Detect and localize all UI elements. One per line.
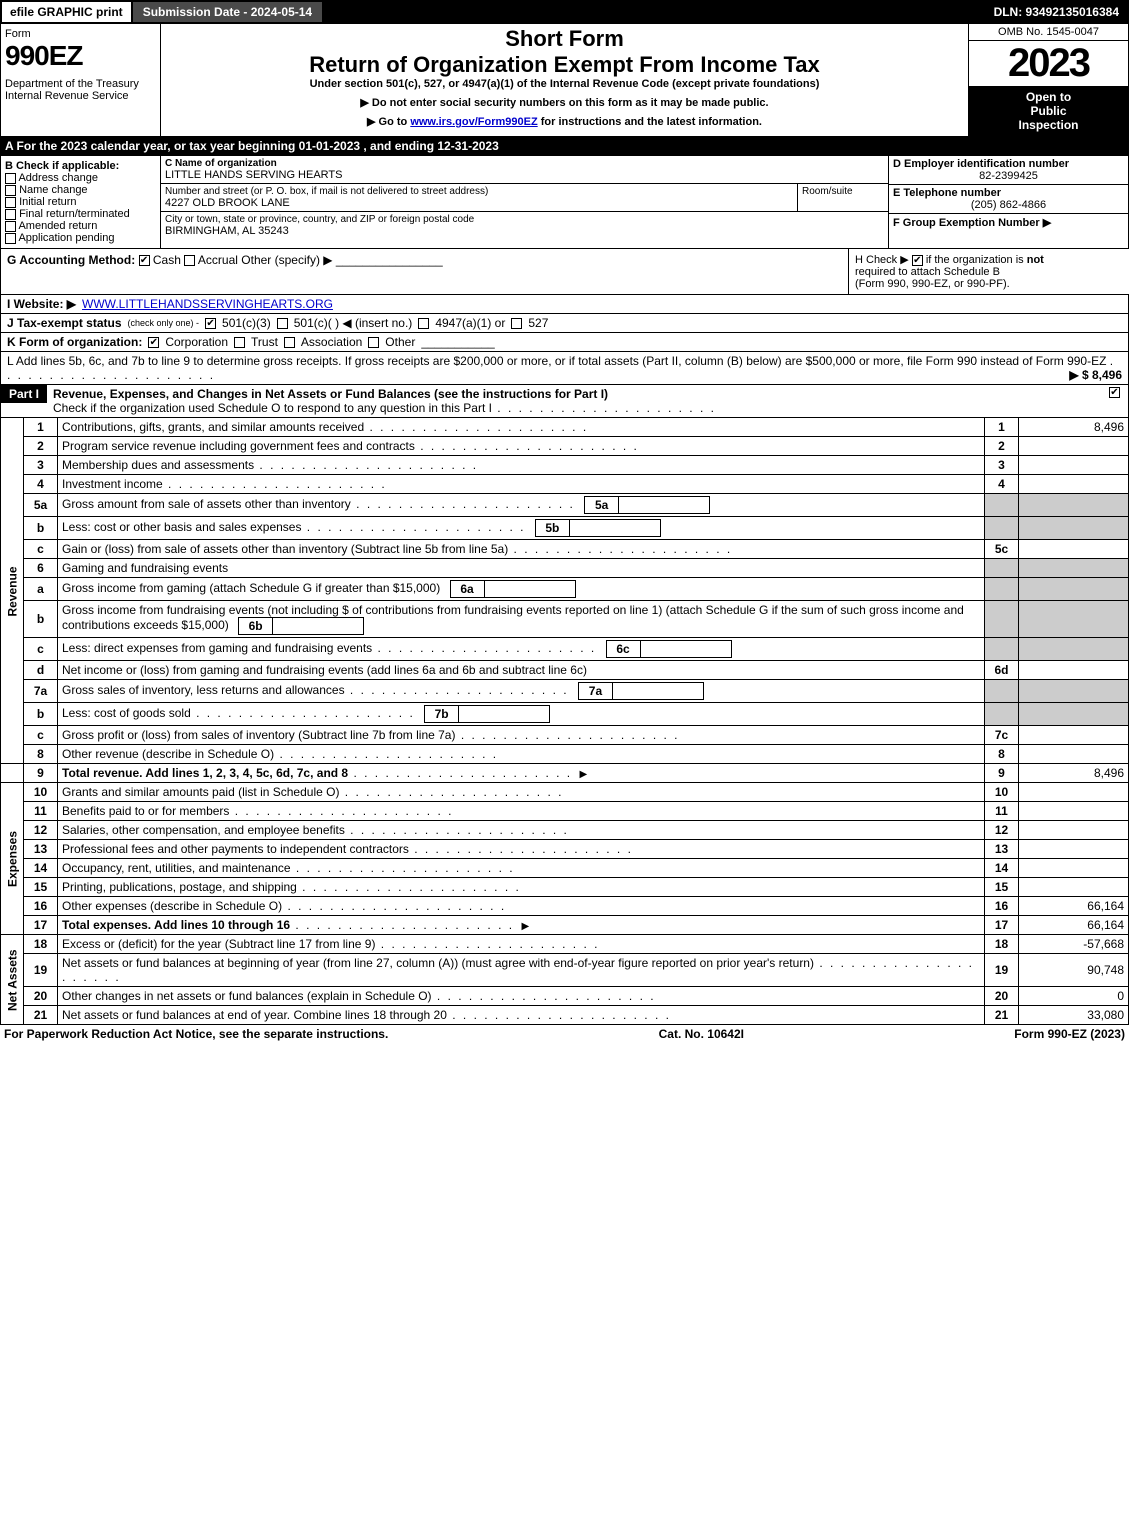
city-label: City or town, state or province, country…: [165, 214, 884, 225]
row-a: A For the 2023 calendar year, or tax yea…: [0, 137, 1129, 156]
short-form-title: Short Form: [167, 26, 962, 52]
form-number: 990EZ: [5, 40, 156, 72]
cb-address-change[interactable]: [5, 173, 16, 184]
name-label: C Name of organization: [165, 158, 884, 169]
cb-initial-return[interactable]: [5, 197, 16, 208]
top-bar: efile GRAPHIC print Submission Date - 20…: [0, 0, 1129, 24]
row-k: K Form of organization: Corporation Trus…: [0, 333, 1129, 352]
dln: DLN: 93492135016384: [986, 2, 1127, 22]
cb-schedule-o[interactable]: [1109, 387, 1120, 398]
city: BIRMINGHAM, AL 35243: [165, 225, 884, 237]
cb-name-change[interactable]: [5, 185, 16, 196]
line-1-amount: 8,496: [1019, 418, 1129, 437]
expenses-label: Expenses: [1, 783, 24, 935]
part-1-label: Part I: [1, 385, 47, 403]
row-l: L Add lines 5b, 6c, and 7b to line 9 to …: [0, 352, 1129, 385]
line-20-amount: 0: [1019, 987, 1129, 1006]
street: 4227 OLD BROOK LANE: [165, 197, 793, 209]
room-suite-label: Room/suite: [798, 184, 888, 211]
form-title: Return of Organization Exempt From Incom…: [167, 52, 962, 78]
row-g-h: G Accounting Method: Cash Accrual Other …: [0, 249, 1129, 295]
col-b-title: B Check if applicable:: [5, 160, 156, 172]
row-j: J Tax-exempt status (check only one) - 5…: [0, 314, 1129, 333]
tax-year: 2023: [969, 41, 1128, 86]
lines-table: Revenue 1 Contributions, gifts, grants, …: [0, 418, 1129, 1025]
row-i: I Website: ▶ WWW.LITTLEHANDSSERVINGHEART…: [0, 295, 1129, 314]
website-link[interactable]: WWW.LITTLEHANDSSERVINGHEARTS.ORG: [82, 297, 333, 311]
form-label: Form: [5, 28, 156, 40]
group-label: F Group Exemption Number ▶: [893, 216, 1124, 229]
cb-amended-return[interactable]: [5, 221, 16, 232]
cb-application-pending[interactable]: [5, 233, 16, 244]
line-21-amount: 33,080: [1019, 1006, 1129, 1025]
ein: 82-2399425: [893, 170, 1124, 182]
footer-mid: Cat. No. 10642I: [659, 1027, 744, 1041]
cb-527[interactable]: [511, 318, 522, 329]
footer-right: Form 990-EZ (2023): [1014, 1027, 1125, 1041]
form-header: Form 990EZ Department of the Treasury In…: [0, 24, 1129, 137]
org-name: LITTLE HANDS SERVING HEARTS: [165, 169, 884, 181]
line-16-amount: 66,164: [1019, 897, 1129, 916]
ein-label: D Employer identification number: [893, 158, 1124, 170]
footer-left: For Paperwork Reduction Act Notice, see …: [4, 1027, 388, 1041]
irs-link[interactable]: www.irs.gov/Form990EZ: [410, 116, 537, 128]
cb-501c3[interactable]: [205, 318, 216, 329]
cb-final-return[interactable]: [5, 209, 16, 220]
street-label: Number and street (or P. O. box, if mail…: [165, 186, 793, 197]
line-17-amount: 66,164: [1019, 916, 1129, 935]
part-1-header: Part I Revenue, Expenses, and Changes in…: [0, 385, 1129, 418]
section-b-c-d: B Check if applicable: Address change Na…: [0, 156, 1129, 249]
dept: Department of the Treasury Internal Reve…: [5, 78, 156, 102]
cb-corporation[interactable]: [148, 337, 159, 348]
cb-other[interactable]: [368, 337, 379, 348]
note-2: ▶ Go to www.irs.gov/Form990EZ for instru…: [167, 115, 962, 128]
cb-trust[interactable]: [234, 337, 245, 348]
line-9-amount: 8,496: [1019, 764, 1129, 783]
cb-501c[interactable]: [277, 318, 288, 329]
omb-number: OMB No. 1545-0047: [969, 24, 1128, 41]
cb-schedule-b[interactable]: [912, 255, 923, 266]
footer: For Paperwork Reduction Act Notice, see …: [0, 1025, 1129, 1043]
tel: (205) 862-4866: [893, 199, 1124, 211]
efile-print-button[interactable]: efile GRAPHIC print: [2, 2, 133, 22]
line-18-amount: -57,668: [1019, 935, 1129, 954]
note-1: ▶ Do not enter social security numbers o…: [167, 90, 962, 115]
cb-accrual[interactable]: [184, 255, 195, 266]
cb-4947[interactable]: [418, 318, 429, 329]
net-assets-label: Net Assets: [1, 935, 24, 1025]
line-19-amount: 90,748: [1019, 954, 1129, 987]
tel-label: E Telephone number: [893, 187, 1124, 199]
inspection-box: Open to Public Inspection: [969, 86, 1128, 136]
form-subtitle: Under section 501(c), 527, or 4947(a)(1)…: [167, 78, 962, 90]
cb-cash[interactable]: [139, 255, 150, 266]
submission-date: Submission Date - 2024-05-14: [133, 2, 324, 22]
revenue-label: Revenue: [1, 418, 24, 764]
cb-association[interactable]: [284, 337, 295, 348]
